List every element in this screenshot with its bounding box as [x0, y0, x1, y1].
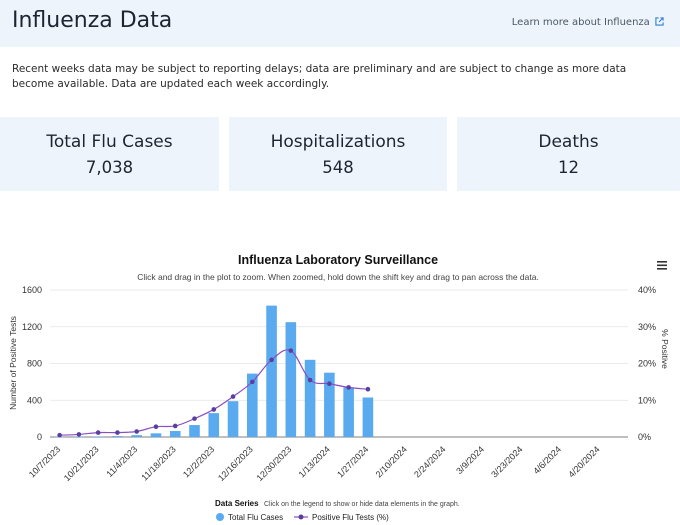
- card-total-flu-cases: Total Flu Cases 7,038: [0, 117, 219, 191]
- x-tick-label: 12/30/2023: [254, 444, 293, 483]
- point-positive-flu-tests[interactable]: [250, 379, 255, 385]
- bar-total-flu-cases[interactable]: [285, 322, 297, 437]
- x-tick-label: 12/16/2023: [216, 444, 255, 483]
- point-positive-flu-tests[interactable]: [115, 430, 120, 435]
- card-value: 7,038: [85, 158, 134, 177]
- y2-tick-label: 30%: [638, 322, 656, 332]
- point-positive-flu-tests[interactable]: [307, 377, 313, 383]
- legend-item-total-flu-cases[interactable]: Total Flu Cases: [216, 513, 283, 522]
- legend-item-positive-flu-tests[interactable]: Positive Flu Tests (%): [294, 513, 389, 522]
- x-tick-label: 3/23/2024: [489, 444, 524, 479]
- bar-total-flu-cases[interactable]: [169, 431, 181, 437]
- y-tick-label: 1200: [22, 322, 42, 332]
- point-positive-flu-tests[interactable]: [365, 386, 371, 392]
- chart-subtitle: Click and drag in the plot to zoom. When…: [137, 272, 539, 282]
- point-positive-flu-tests[interactable]: [57, 432, 62, 438]
- bar-total-flu-cases[interactable]: [131, 435, 142, 437]
- card-label: Hospitalizations: [270, 132, 406, 152]
- bar-total-flu-cases[interactable]: [343, 387, 354, 437]
- point-positive-flu-tests[interactable]: [230, 394, 236, 399]
- x-tick-label: 1/13/2024: [297, 444, 332, 479]
- influenza-chart[interactable]: Influenza Laboratory Surveillance Click …: [0, 240, 680, 525]
- bar-total-flu-cases[interactable]: [266, 305, 277, 437]
- x-tick-label: 4/6/2024: [531, 444, 563, 476]
- x-tick-label: 11/18/2023: [139, 444, 177, 482]
- learn-more-label: Learn more about Influenza: [511, 17, 650, 28]
- legend-title: Data Series: [215, 499, 259, 508]
- y-axis-label: Number of Positive Tests: [8, 316, 18, 410]
- bar-total-flu-cases[interactable]: [73, 436, 85, 438]
- page-title: Influenza Data: [12, 8, 173, 33]
- page-header: Influenza Data Learn more about Influenz…: [0, 0, 680, 47]
- point-positive-flu-tests[interactable]: [134, 429, 139, 434]
- point-positive-flu-tests[interactable]: [153, 424, 159, 430]
- y-tick-label: 400: [27, 395, 42, 405]
- point-positive-flu-tests[interactable]: [192, 416, 197, 421]
- chart-legend[interactable]: Data Series Click on the legend to show …: [215, 499, 460, 522]
- bar-total-flu-cases[interactable]: [189, 425, 200, 437]
- point-positive-flu-tests[interactable]: [76, 432, 82, 437]
- learn-more-link[interactable]: Learn more about Influenza: [512, 17, 664, 28]
- point-positive-flu-tests[interactable]: [327, 381, 332, 387]
- bar-total-flu-cases[interactable]: [324, 372, 335, 437]
- y2-tick-label: 20%: [638, 359, 656, 369]
- point-positive-flu-tests[interactable]: [95, 430, 101, 435]
- bar-total-flu-cases[interactable]: [208, 413, 220, 437]
- y2-tick-label: 40%: [638, 285, 656, 295]
- point-positive-flu-tests[interactable]: [346, 385, 351, 390]
- legend-marker-bars: [216, 513, 224, 521]
- x-tick-label: 3/9/2024: [454, 444, 486, 476]
- point-positive-flu-tests[interactable]: [288, 348, 294, 353]
- x-tick-label: 4/20/2024: [566, 444, 601, 479]
- card-value: 12: [558, 158, 579, 177]
- bar-total-flu-cases[interactable]: [304, 359, 316, 437]
- y2-tick-label: 10%: [638, 395, 656, 405]
- data-notice: Recent weeks data may be subject to repo…: [12, 63, 627, 90]
- point-positive-flu-tests[interactable]: [269, 357, 274, 363]
- bar-total-flu-cases[interactable]: [362, 397, 374, 437]
- bar-total-flu-cases[interactable]: [150, 433, 162, 437]
- chart-title: Influenza Laboratory Surveillance: [238, 253, 438, 267]
- legend-marker-point: [298, 514, 304, 520]
- bar-total-flu-cases[interactable]: [92, 436, 104, 437]
- bar-total-flu-cases[interactable]: [247, 373, 258, 437]
- x-tick-label: 10/21/2023: [62, 444, 101, 483]
- x-tick-label: 10/7/2023: [27, 444, 62, 479]
- x-tick-label: 1/27/2024: [335, 444, 370, 479]
- legend-label: Total Flu Cases: [228, 513, 283, 522]
- y2-tick-label: 0%: [638, 432, 651, 442]
- external-link-icon: [655, 17, 664, 26]
- card-label: Deaths: [538, 132, 599, 152]
- x-tick-label: 2/24/2024: [412, 444, 447, 479]
- card-value: 548: [322, 158, 354, 177]
- legend-label: Positive Flu Tests (%): [312, 513, 389, 522]
- card-hospitalizations: Hospitalizations 548: [229, 117, 447, 191]
- x-tick-label: 12/2/2023: [181, 444, 216, 479]
- x-tick-label: 2/10/2024: [374, 444, 409, 479]
- legend-hint: Click on the legend to show or hide data…: [264, 501, 460, 508]
- y-tick-label: 800: [27, 359, 42, 369]
- point-positive-flu-tests[interactable]: [172, 423, 178, 429]
- y2-axis-label: % Positive: [660, 329, 670, 369]
- bar-total-flu-cases[interactable]: [112, 436, 123, 437]
- card-label: Total Flu Cases: [46, 132, 173, 152]
- chart-menu-icon[interactable]: [656, 260, 668, 270]
- card-deaths: Deaths 12: [457, 117, 680, 191]
- y-tick-label: 0: [37, 432, 42, 442]
- x-tick-label: 11/4/2023: [104, 444, 139, 479]
- y-tick-label: 1600: [22, 285, 42, 295]
- point-positive-flu-tests[interactable]: [211, 407, 217, 412]
- bar-total-flu-cases[interactable]: [227, 401, 239, 437]
